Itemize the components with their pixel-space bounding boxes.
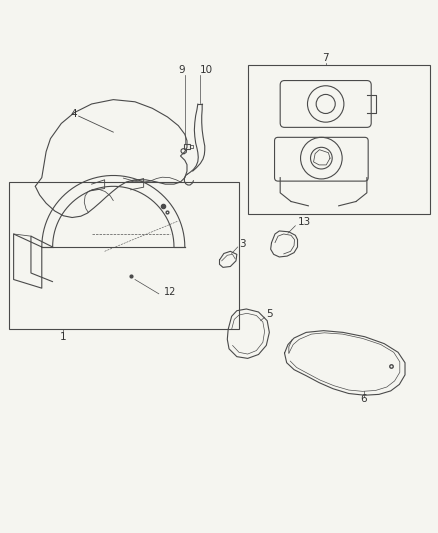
Text: 13: 13 — [297, 217, 310, 227]
Bar — [184, 144, 189, 149]
Text: 7: 7 — [321, 53, 328, 62]
Text: 1: 1 — [60, 332, 67, 342]
Text: 4: 4 — [70, 109, 76, 119]
Text: 5: 5 — [265, 309, 272, 319]
Text: 10: 10 — [199, 65, 212, 75]
Text: 9: 9 — [178, 65, 185, 75]
Bar — [247, 65, 429, 214]
Bar — [9, 182, 238, 329]
Text: 3: 3 — [238, 239, 245, 249]
Text: 6: 6 — [360, 394, 366, 403]
Text: 12: 12 — [163, 287, 176, 297]
